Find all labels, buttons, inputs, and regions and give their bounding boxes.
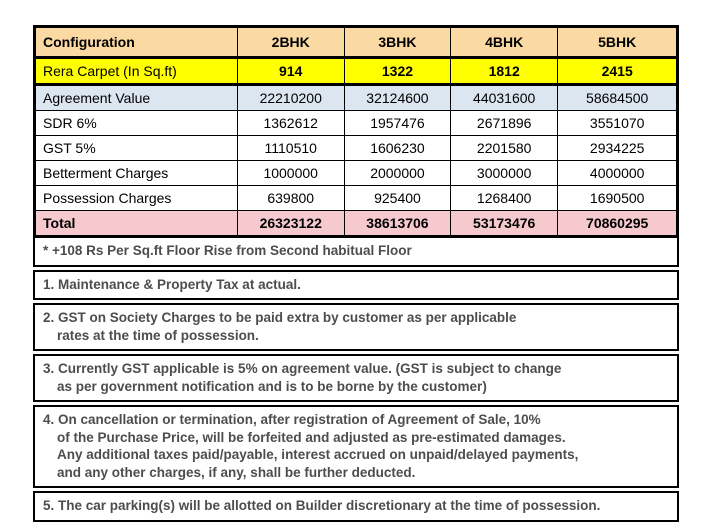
row-label: GST 5% bbox=[34, 135, 238, 161]
cell-value: 32124600 bbox=[343, 84, 452, 111]
cell-value: 2934225 bbox=[557, 135, 678, 161]
note-line: as per government notification and is to… bbox=[57, 378, 487, 394]
cell-value: 58684500 bbox=[557, 84, 678, 111]
cell-value: 1268400 bbox=[449, 185, 559, 211]
cell-value: 53173476 bbox=[449, 210, 559, 237]
table-body: Rera Carpet (In Sq.ft) 914 1322 1812 2415 Agr… bbox=[34, 57, 678, 237]
cell-value: 1812 bbox=[449, 57, 559, 86]
cell-value: 3551070 bbox=[557, 110, 678, 136]
table-row: Agreement Value 22210200 32124600 44031600 5… bbox=[34, 84, 678, 111]
note-line: and any other charges, if any, shall be … bbox=[57, 464, 416, 480]
table-row: GST 5% 1110510 1606230 2201580 2934225 bbox=[34, 135, 678, 161]
cell-value: 38613706 bbox=[343, 210, 452, 237]
note-line: of the Purchase Price, will be forfeited… bbox=[57, 429, 566, 445]
row-label: SDR 6% bbox=[34, 110, 238, 136]
note-line: Any additional taxes paid/payable, inter… bbox=[57, 447, 579, 462]
table-row: Betterment Charges 1000000 2000000 3000000 4… bbox=[34, 160, 678, 186]
cell-value: 70860295 bbox=[557, 210, 678, 237]
note-line: 5. The car parking(s) will be allotted o… bbox=[43, 498, 601, 513]
cell-value: 4000000 bbox=[557, 160, 678, 186]
cell-value: 26323122 bbox=[236, 210, 345, 237]
column-header: 4BHK bbox=[449, 26, 559, 58]
note-line: rates at the time of possession. bbox=[57, 327, 259, 343]
cell-value: 639800 bbox=[236, 185, 345, 211]
note-line: 1. Maintenance & Property Tax at actual. bbox=[43, 276, 301, 292]
cell-value: 1110510 bbox=[236, 135, 345, 161]
row-label: Agreement Value bbox=[34, 84, 238, 111]
table-row: Total 26323122 38613706 53173476 70860295 bbox=[34, 210, 678, 237]
cell-value: 2201580 bbox=[449, 135, 559, 161]
row-label: Betterment Charges bbox=[34, 160, 238, 186]
table-row: SDR 6% 1362612 1957476 2671896 3551070 bbox=[34, 110, 678, 136]
note-box: 2. GST on Society Charges to be paid ext… bbox=[33, 303, 679, 351]
table-header-row: Configuration 2BHK 3BHK 4BHK 5BHK bbox=[34, 26, 678, 58]
cell-value: 22210200 bbox=[236, 84, 345, 111]
note-line: 3. Currently GST applicable is 5% on agr… bbox=[43, 361, 562, 376]
cell-value: 1606230 bbox=[343, 135, 452, 161]
cell-value: 3000000 bbox=[449, 160, 559, 186]
column-header: 5BHK bbox=[557, 26, 678, 58]
cell-value: 2671896 bbox=[449, 110, 559, 136]
table-row: Rera Carpet (In Sq.ft) 914 1322 1812 2415 bbox=[34, 57, 678, 86]
price-table: Configuration 2BHK 3BHK 4BHK 5BHK Rera Carpe… bbox=[33, 25, 679, 238]
cell-value: 925400 bbox=[343, 185, 452, 211]
note-box: 4. On cancellation or termination, after… bbox=[33, 405, 679, 488]
row-label: Possession Charges bbox=[34, 185, 238, 211]
cell-value: 1957476 bbox=[343, 110, 452, 136]
note-line: 4. On cancellation or termination, after… bbox=[43, 412, 541, 427]
column-header-configuration: Configuration bbox=[34, 26, 238, 58]
row-label: Total bbox=[34, 210, 238, 237]
column-header: 2BHK bbox=[236, 26, 345, 58]
note-line: 2. GST on Society Charges to be paid ext… bbox=[43, 310, 517, 325]
cell-value: 914 bbox=[236, 57, 345, 86]
note-box: * +108 Rs Per Sq.ft Floor Rise from Seco… bbox=[33, 238, 679, 267]
note-box: 1. Maintenance & Property Tax at actual. bbox=[33, 269, 679, 300]
note-box: 3. Currently GST applicable is 5% on agr… bbox=[33, 354, 679, 402]
note-line: * +108 Rs Per Sq.ft Floor Rise from Seco… bbox=[43, 243, 412, 258]
notes-section: * +108 Rs Per Sq.ft Floor Rise from Seco… bbox=[33, 238, 679, 522]
cell-value: 1362612 bbox=[236, 110, 345, 136]
column-header: 3BHK bbox=[343, 26, 452, 58]
page: Configuration 2BHK 3BHK 4BHK 5BHK Rera Carpe… bbox=[33, 25, 679, 522]
cell-value: 2415 bbox=[557, 57, 678, 86]
cell-value: 44031600 bbox=[449, 84, 559, 111]
row-label: Rera Carpet (In Sq.ft) bbox=[34, 57, 238, 86]
cell-value: 1690500 bbox=[557, 185, 678, 211]
cell-value: 2000000 bbox=[343, 160, 452, 186]
table-row: Possession Charges 639800 925400 1268400 169… bbox=[34, 185, 678, 211]
cell-value: 1000000 bbox=[236, 160, 345, 186]
price-sheet: Configuration 2BHK 3BHK 4BHK 5BHK Rera Carpe… bbox=[33, 25, 679, 522]
cell-value: 1322 bbox=[343, 57, 452, 86]
